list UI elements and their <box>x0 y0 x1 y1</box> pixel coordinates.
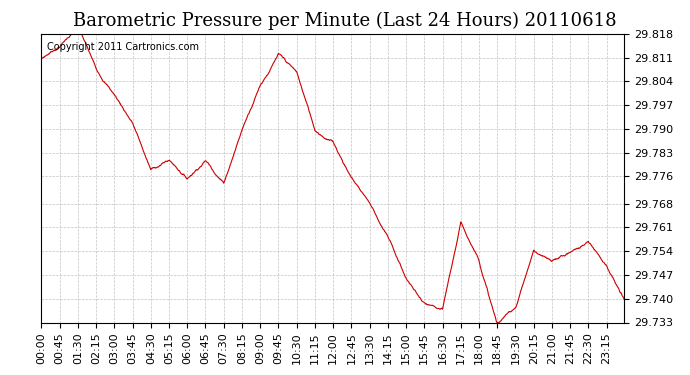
Text: Copyright 2011 Cartronics.com: Copyright 2011 Cartronics.com <box>47 42 199 52</box>
Text: Barometric Pressure per Minute (Last 24 Hours) 20110618: Barometric Pressure per Minute (Last 24 … <box>73 11 617 30</box>
